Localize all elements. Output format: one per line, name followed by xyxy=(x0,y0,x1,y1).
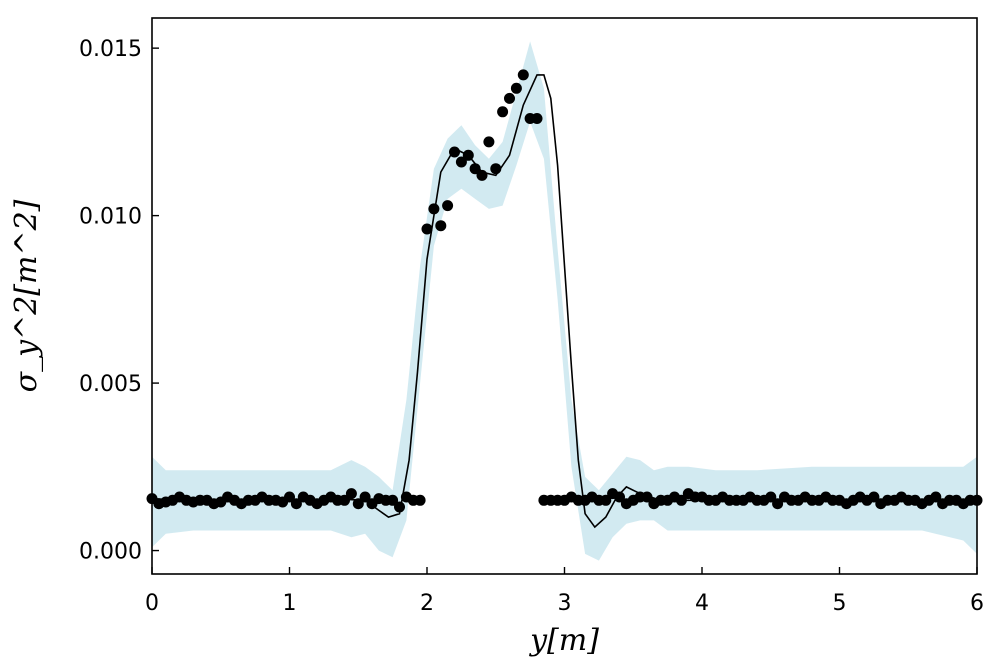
data-point xyxy=(387,494,399,506)
x-tick-label: 2 xyxy=(420,591,434,616)
x-tick-label: 0 xyxy=(145,591,159,616)
data-point xyxy=(614,491,625,503)
y-tick-label: 0.015 xyxy=(79,37,142,62)
data-point xyxy=(504,92,515,104)
data-point xyxy=(765,491,777,503)
mean-line xyxy=(151,74,977,529)
data-point xyxy=(510,82,522,94)
confidence-band xyxy=(152,41,977,561)
data-point xyxy=(641,491,653,503)
data-point xyxy=(345,488,357,500)
data-point xyxy=(414,494,426,506)
data-points xyxy=(146,69,983,513)
data-point xyxy=(428,203,440,215)
data-point xyxy=(455,156,467,168)
y-axis-label: σ_y^2[m^2] xyxy=(9,199,44,392)
y-tick-label: 0.010 xyxy=(79,205,142,230)
data-point xyxy=(469,163,481,175)
x-axis-label: y[m] xyxy=(528,623,599,658)
data-point xyxy=(600,494,612,506)
data-point xyxy=(675,494,687,506)
data-point xyxy=(483,136,495,148)
data-point xyxy=(462,149,474,161)
data-point xyxy=(352,498,364,510)
data-point xyxy=(359,491,371,503)
y-tick-label: 0.000 xyxy=(79,540,142,565)
data-point xyxy=(449,146,460,158)
data-point xyxy=(531,113,543,124)
data-point xyxy=(476,169,488,181)
x-tick-label: 3 xyxy=(558,591,572,616)
axis-ticks: 0 1 2 3 4 5 6 0.000 0.005 0.010 0.015 xyxy=(79,37,984,616)
data-point xyxy=(490,163,502,175)
y-tick-label: 0.005 xyxy=(79,372,142,397)
x-tick-label: 6 xyxy=(970,591,984,616)
data-point xyxy=(421,223,433,235)
x-tick-label: 5 xyxy=(833,591,847,616)
plot-area xyxy=(146,41,983,561)
x-tick-label: 4 xyxy=(695,591,709,616)
data-point xyxy=(290,498,302,510)
data-point xyxy=(339,494,350,506)
data-point xyxy=(442,200,454,212)
data-point xyxy=(517,69,529,81)
data-point xyxy=(435,220,447,232)
data-point xyxy=(497,106,509,118)
data-point xyxy=(394,501,405,513)
data-point xyxy=(772,498,784,510)
data-point xyxy=(284,491,295,503)
data-point xyxy=(868,491,880,503)
x-tick-label: 1 xyxy=(283,591,297,616)
data-point xyxy=(930,491,942,503)
